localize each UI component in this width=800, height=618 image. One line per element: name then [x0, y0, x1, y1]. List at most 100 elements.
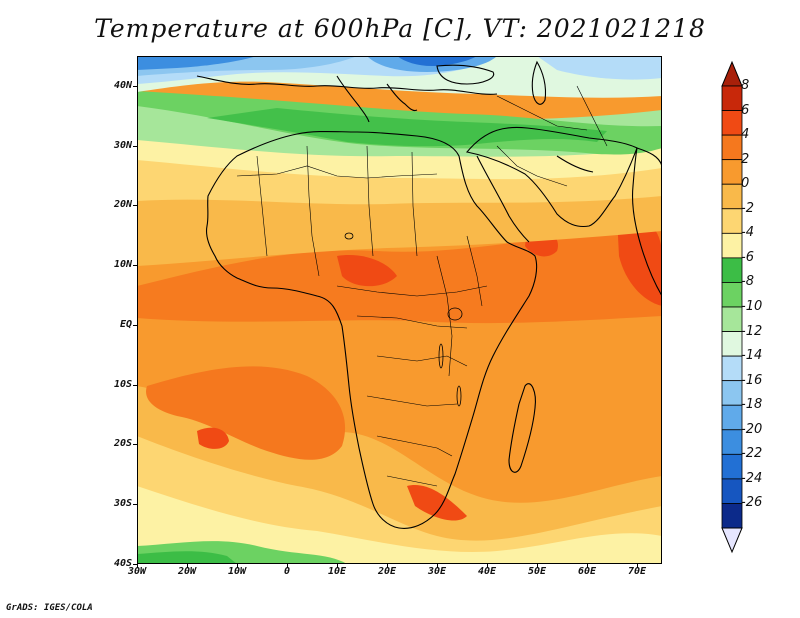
field-sahel: [137, 191, 662, 266]
field-arabian-hot: [617, 215, 662, 306]
grads-credit: GrADS: IGES/COLA: [6, 603, 93, 613]
legend-level-label: -18: [741, 397, 763, 413]
legend-swatch: [721, 159, 743, 185]
lake-malawi: [456, 385, 462, 407]
lon-tick-label: 10E: [327, 566, 347, 577]
coast-persiangulf: [556, 155, 594, 173]
legend-swatch: [721, 232, 743, 259]
lon-tick-label: 10W: [227, 566, 247, 577]
border-mideast-2: [576, 85, 608, 147]
field-south-green2: [137, 551, 237, 564]
temperature-map[interactable]: [137, 56, 662, 564]
lon-tick: [237, 564, 238, 568]
lat-tick: [133, 85, 137, 87]
coast-india: [631, 147, 662, 298]
color-legend: [721, 60, 743, 554]
country-borders: [236, 85, 608, 487]
border-sahara-1: [236, 165, 438, 179]
legend-level-label: -22: [741, 446, 763, 462]
lat-tick: [133, 205, 137, 207]
lon-tick-label: 70E: [627, 566, 647, 577]
field-balkans-deep: [397, 56, 477, 66]
field-south-pale: [137, 486, 662, 564]
border-sahara-4: [366, 145, 374, 257]
lon-tick-label: 20W: [177, 566, 197, 577]
legend-level-label: -26: [741, 495, 763, 511]
legend-swatch: [721, 380, 743, 406]
lat-tick-label: 20N: [113, 199, 132, 211]
lake-chad: [344, 232, 354, 240]
lon-tick: [387, 564, 388, 568]
lon-tick: [487, 564, 488, 568]
coast-caspian: [531, 60, 547, 105]
lon-tick: [437, 564, 438, 568]
lon-tick-label: 50E: [527, 566, 547, 577]
coast-arabia: [465, 126, 638, 228]
legend-swatch: [721, 503, 743, 529]
lat-tick-label: 40S: [113, 558, 132, 569]
coast-italy: [336, 75, 370, 123]
border-south-2: [376, 435, 453, 457]
legend-level-label: 4: [741, 127, 750, 143]
field-atlantic-hot: [197, 427, 229, 449]
lake-victoria: [447, 307, 463, 321]
border-central-3: [376, 355, 468, 367]
lake-tanganyika: [438, 343, 444, 369]
legend-level-label: -10: [741, 299, 763, 314]
legend-top-arrow: [721, 60, 743, 87]
lat-tick: [133, 504, 137, 506]
lat-tick-label: 20S: [113, 438, 132, 450]
lat-tick: [133, 265, 137, 267]
legend-swatch: [721, 208, 743, 234]
field-north-pale: [137, 136, 662, 180]
legend-swatch: [721, 429, 743, 455]
field-safrica-hot: [407, 485, 467, 521]
lon-tick-label: 30E: [427, 566, 447, 577]
lat-tick: [133, 324, 137, 326]
field-asia-blue: [537, 56, 662, 80]
lon-tick: [337, 564, 338, 568]
legend-swatch: [721, 110, 743, 136]
lon-tick: [187, 564, 188, 568]
field-europe-mid: [137, 56, 257, 70]
field-sahara: [137, 156, 662, 205]
lakes: [344, 232, 463, 407]
field-med-dkgreen: [207, 108, 607, 147]
map-frame: [137, 56, 662, 564]
coast-africa-west: [205, 130, 538, 529]
legend-swatch: [721, 404, 743, 431]
legend-level-label: 0: [741, 176, 750, 192]
lon-tick-label: 60E: [577, 566, 597, 577]
chart-title: Temperature at 600hPa [C], VT: 202102121…: [94, 14, 706, 43]
legend-level-label: -14: [741, 348, 763, 364]
lon-tick: [637, 564, 638, 568]
border-south-1: [366, 395, 458, 407]
lon-tick-label: 30W: [127, 566, 147, 577]
border-sahara-5: [411, 151, 418, 257]
legend-swatch: [721, 355, 743, 382]
border-sahara-2: [256, 155, 268, 257]
lon-tick: [287, 564, 288, 568]
lat-tick: [133, 145, 137, 147]
legend-level-label: -16: [741, 372, 763, 388]
legend-level-label: -12: [741, 323, 763, 339]
field-central-hot: [337, 255, 397, 287]
lat-tick: [133, 444, 137, 446]
legend-swatch: [721, 453, 743, 480]
lat-tick-label: 40N: [113, 79, 132, 91]
lat-tick-label: 30N: [113, 139, 132, 151]
border-arabia-1: [496, 145, 568, 187]
legend-level-label: 2: [741, 151, 750, 167]
lon-tick-label: 40E: [477, 566, 497, 577]
legend-swatch: [721, 134, 743, 161]
border-central-1: [336, 285, 488, 297]
lat-tick-label: 10S: [113, 378, 132, 390]
legend-level-label: -20: [741, 421, 763, 437]
lon-tick: [587, 564, 588, 568]
coast-greece: [386, 83, 418, 112]
legend-level-label: 8: [741, 78, 750, 93]
legend-swatch: [721, 85, 743, 111]
legend-level-label: -24: [741, 470, 763, 486]
lat-tick-label: 10N: [113, 259, 132, 271]
legend-level-label: -4: [741, 225, 754, 241]
